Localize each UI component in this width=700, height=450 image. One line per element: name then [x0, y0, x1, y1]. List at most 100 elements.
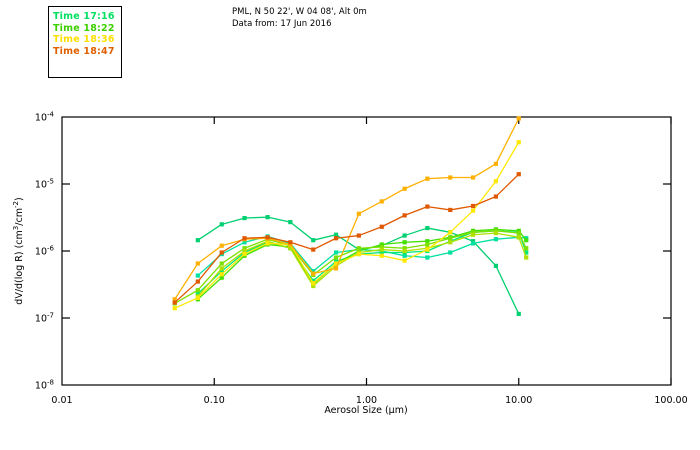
series-marker-7 — [195, 261, 200, 266]
chart-title-line-1: PML, N 50 22', W 04 08', Alt 0m — [232, 7, 367, 17]
series-line-2 — [197, 230, 527, 295]
series-marker-6 — [311, 281, 316, 286]
series-marker-6 — [470, 208, 476, 213]
series-marker-4 — [425, 242, 430, 247]
series-marker-5 — [265, 239, 270, 244]
y-title-part: /cm — [14, 208, 25, 226]
series-marker-1 — [402, 253, 407, 258]
chart-title-line-2: Data from: 17 Jun 2016 — [232, 19, 332, 29]
series-marker-8 — [470, 203, 476, 209]
series-marker-6 — [219, 272, 224, 277]
series-marker-3 — [379, 242, 384, 247]
series-marker-6 — [195, 295, 200, 300]
series-marker-3 — [219, 275, 224, 280]
series-marker-7 — [425, 176, 430, 181]
y-tick-label: 10-5 — [35, 178, 54, 191]
series-marker-8 — [195, 279, 200, 284]
series-marker-8 — [516, 172, 521, 177]
series-marker-4 — [448, 236, 453, 241]
series-marker-7 — [311, 271, 316, 276]
series-marker-4 — [219, 261, 224, 266]
x-axis-title: Aerosol Size (μm) — [324, 405, 407, 416]
series-marker-4 — [379, 244, 384, 250]
series-marker-7 — [333, 266, 339, 271]
series-line-3 — [197, 228, 527, 300]
series-marker-2 — [379, 250, 384, 255]
series-marker-6 — [356, 251, 361, 257]
series-marker-8 — [356, 233, 361, 238]
series-marker-6 — [402, 258, 407, 263]
series-marker-2 — [311, 278, 316, 283]
x-axis-ticks: 0.01 0.10 1.00 10.00 100.00 — [51, 117, 688, 406]
series-marker-4 — [524, 246, 529, 251]
series-marker-8 — [311, 247, 316, 252]
series-marker-4 — [242, 246, 247, 251]
series-marker-5 — [516, 235, 521, 240]
series-marker-7 — [470, 175, 476, 180]
y-title-part: -2 — [12, 201, 20, 208]
y-tick-exponent: -6 — [47, 245, 55, 253]
series-marker-6 — [493, 179, 499, 184]
series-marker-8 — [493, 194, 499, 199]
series-marker-1 — [311, 269, 316, 274]
series-marker-8 — [425, 204, 430, 209]
series-line-1 — [197, 235, 527, 277]
series-marker-3 — [425, 239, 430, 244]
series-marker-6 — [265, 241, 270, 246]
series-marker-8 — [402, 213, 407, 218]
series-line-8 — [174, 173, 520, 304]
series-marker-5 — [333, 263, 339, 268]
series-marker-3 — [524, 238, 529, 243]
series-marker-5 — [448, 240, 453, 245]
series-line-7 — [174, 117, 520, 300]
series-marker-4 — [493, 228, 499, 233]
series-marker-0 — [311, 238, 316, 243]
y-tick-label: 10-6 — [35, 245, 55, 258]
series-marker-4 — [470, 230, 476, 235]
series-marker-5 — [402, 248, 407, 254]
series-marker-4 — [333, 255, 339, 260]
series-marker-2 — [219, 269, 224, 274]
x-tick-label: 0.10 — [204, 395, 225, 406]
series-marker-4 — [356, 246, 361, 251]
series-marker-2 — [195, 291, 200, 296]
series-marker-5 — [288, 246, 293, 251]
series-marker-5 — [242, 248, 247, 254]
series-marker-6 — [242, 251, 247, 257]
series-line-6 — [174, 141, 520, 309]
series-marker-0 — [242, 215, 247, 221]
legend-item-1: Time 18:22 — [53, 22, 115, 34]
series-marker-1 — [493, 237, 499, 242]
series-marker-4 — [402, 246, 407, 251]
series-marker-1 — [470, 241, 476, 246]
series-marker-5 — [493, 231, 499, 236]
series-marker-7 — [402, 186, 407, 191]
series-marker-3 — [516, 228, 521, 233]
series-marker-5 — [470, 232, 476, 237]
x-tick-label: 1.00 — [356, 395, 377, 406]
series-marker-6 — [172, 306, 177, 311]
series-marker-8 — [219, 250, 224, 255]
series-marker-7 — [288, 242, 293, 247]
series-marker-7 — [172, 297, 177, 302]
series-marker-0 — [493, 263, 499, 268]
series-marker-2 — [333, 259, 339, 264]
series-marker-8 — [448, 207, 453, 213]
series-marker-8 — [379, 224, 384, 229]
series-marker-7 — [219, 243, 224, 248]
series-marker-7 — [379, 199, 384, 204]
series-marker-6 — [448, 230, 453, 235]
series-marker-6 — [425, 247, 430, 252]
y-tick-label: 10-7 — [35, 312, 54, 325]
x-tick-label: 0.01 — [51, 395, 72, 406]
legend-item-0: Time 17:16 — [53, 11, 115, 22]
series-marker-3 — [402, 240, 407, 245]
series-marker-6 — [379, 253, 384, 258]
series-marker-8 — [333, 236, 339, 241]
y-title-part: 3 — [12, 226, 20, 230]
series-line-5 — [197, 232, 527, 298]
legend-list: Time 17:16 Time 18:22 Time 18:36 Time 18… — [49, 7, 121, 57]
y-tick-exponent: -8 — [47, 379, 54, 387]
series-marker-1 — [425, 255, 430, 260]
